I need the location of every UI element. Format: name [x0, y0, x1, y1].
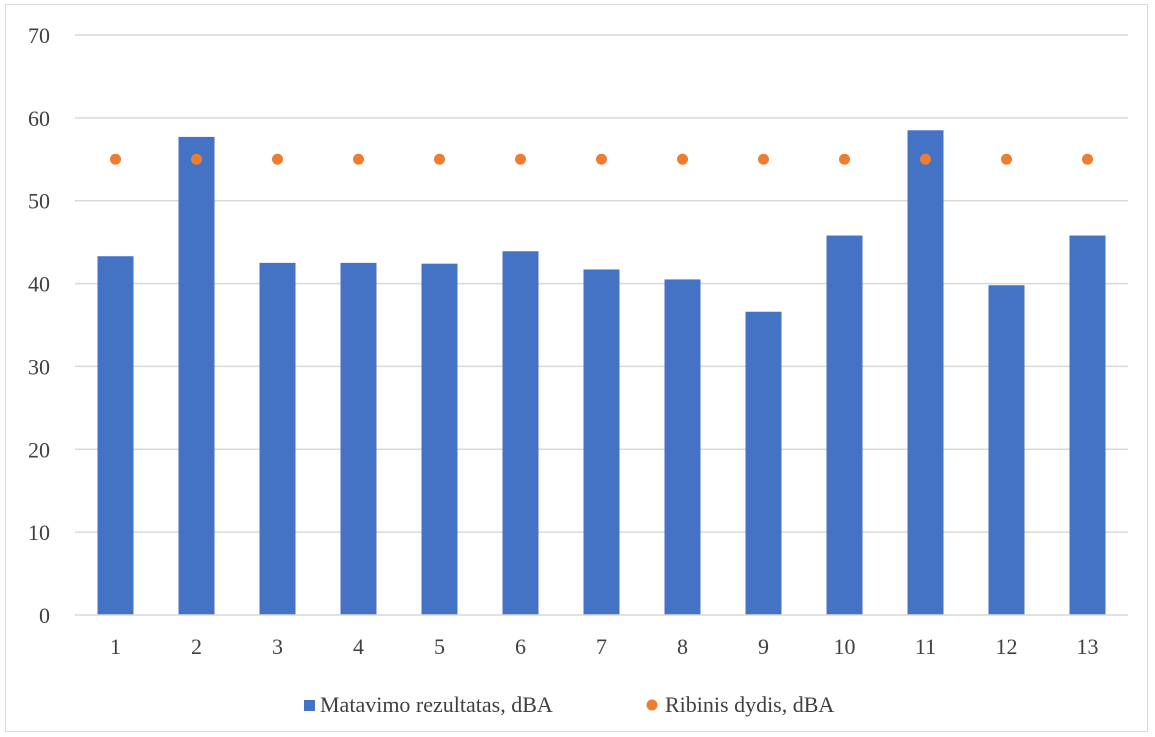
limit-point — [677, 153, 688, 165]
x-tick-label: 11 — [915, 634, 936, 659]
x-tick-label: 2 — [191, 634, 202, 659]
bar — [502, 251, 539, 615]
x-tick-label: 7 — [596, 634, 607, 659]
bar — [664, 279, 701, 615]
x-tick-label: 12 — [996, 634, 1018, 659]
y-tick-label: 50 — [28, 189, 50, 214]
limit-point — [353, 153, 364, 165]
bar — [907, 130, 944, 616]
limit-point — [920, 153, 931, 165]
bar — [745, 311, 782, 615]
bar — [340, 262, 377, 615]
limit-point — [110, 153, 121, 165]
bar — [178, 136, 215, 615]
x-tick-label: 10 — [834, 634, 856, 659]
limit-point — [839, 153, 850, 165]
legend: Matavimo rezultatas, dBA Ribinis dydis, … — [304, 692, 834, 717]
y-tick-label: 0 — [39, 603, 50, 628]
x-tick-label: 8 — [677, 634, 688, 659]
limit-point — [191, 153, 202, 165]
limit-point — [434, 153, 445, 165]
limit-point — [596, 153, 607, 165]
bar — [421, 263, 458, 615]
bar — [259, 262, 296, 615]
bar-series — [97, 130, 1106, 616]
limit-point — [1001, 153, 1012, 165]
y-tick-label: 30 — [28, 354, 50, 379]
limit-point — [272, 153, 283, 165]
limit-point — [758, 153, 769, 165]
bar — [97, 256, 134, 615]
x-tick-label: 1 — [110, 634, 121, 659]
point-series — [110, 153, 1093, 165]
x-tick-label: 4 — [353, 634, 364, 659]
y-tick-label: 70 — [28, 23, 50, 48]
limit-point — [515, 153, 526, 165]
legend-swatch-point — [646, 699, 658, 711]
x-axis-ticks: 1 2 3 4 5 6 7 8 9 10 11 12 13 — [110, 634, 1099, 659]
x-tick-label: 6 — [515, 634, 526, 659]
x-tick-label: 3 — [272, 634, 283, 659]
x-tick-label: 13 — [1077, 634, 1099, 659]
bar — [583, 269, 620, 615]
bar — [826, 235, 863, 615]
legend-label-measurement: Matavimo rezultatas, dBA — [320, 692, 553, 717]
y-tick-label: 40 — [28, 272, 50, 297]
x-tick-label: 5 — [434, 634, 445, 659]
y-tick-label: 20 — [28, 437, 50, 462]
legend-label-limit: Ribinis dydis, dBA — [665, 692, 834, 717]
y-tick-label: 60 — [28, 106, 50, 131]
x-tick-label: 9 — [758, 634, 769, 659]
y-axis-ticks: 0 10 20 30 40 50 60 70 — [28, 23, 50, 628]
bar — [988, 285, 1025, 615]
gridlines — [75, 34, 1128, 533]
y-tick-label: 10 — [28, 520, 50, 545]
limit-point — [1082, 153, 1093, 165]
bar — [1069, 235, 1106, 615]
legend-swatch-bar — [304, 700, 315, 711]
